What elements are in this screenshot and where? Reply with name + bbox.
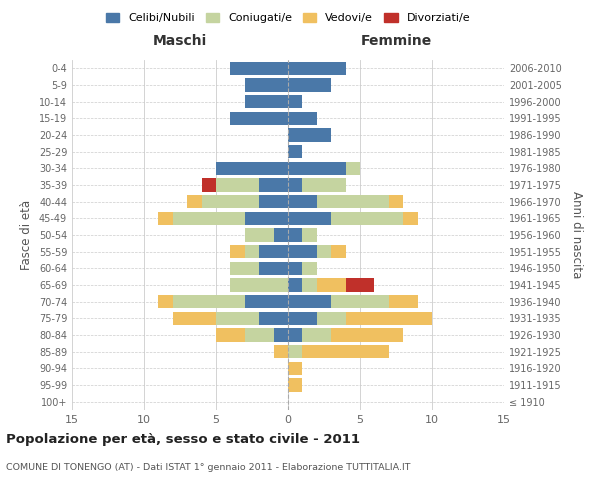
Bar (173, 312, 216, 325)
Bar (202, 178, 216, 192)
Bar (259, 245, 288, 258)
Bar (302, 328, 331, 342)
Text: Maschi: Maschi (0, 499, 1, 500)
Bar (288, 362, 302, 375)
Bar (274, 328, 288, 342)
Bar (288, 278, 302, 291)
Bar (259, 195, 288, 208)
Bar (302, 262, 317, 275)
Text: Maschi: Maschi (153, 34, 207, 48)
Bar (245, 295, 288, 308)
Bar (274, 345, 288, 358)
Bar (317, 245, 331, 258)
Legend: Celibi/Nubili, Coniugati/e, Vedovi/e, Divorziati/e: Celibi/Nubili, Coniugati/e, Vedovi/e, Di… (101, 8, 475, 28)
Bar (288, 62, 346, 75)
Bar (389, 195, 403, 208)
Bar (288, 95, 302, 108)
Bar (317, 278, 346, 291)
Bar (245, 228, 274, 241)
Bar (216, 312, 259, 325)
Bar (245, 78, 288, 92)
Bar (302, 278, 317, 291)
Bar (216, 178, 259, 192)
Bar (288, 262, 302, 275)
Bar (302, 345, 389, 358)
Bar (288, 345, 302, 358)
Bar (274, 228, 288, 241)
Bar (331, 212, 403, 225)
Bar (288, 212, 331, 225)
Bar (230, 245, 245, 258)
Bar (331, 328, 403, 342)
Bar (173, 212, 245, 225)
Bar (346, 162, 360, 175)
Bar (288, 162, 346, 175)
Bar (288, 195, 317, 208)
Bar (158, 212, 173, 225)
Bar (331, 295, 389, 308)
Bar (288, 245, 317, 258)
Bar (317, 195, 389, 208)
Bar (245, 245, 259, 258)
Bar (288, 128, 331, 141)
Bar (288, 178, 302, 192)
Bar (216, 328, 245, 342)
Bar (230, 278, 288, 291)
Bar (216, 162, 288, 175)
Bar (288, 295, 331, 308)
Bar (187, 195, 202, 208)
Bar (403, 212, 418, 225)
Bar (288, 145, 302, 158)
Bar (230, 112, 288, 125)
Bar (158, 295, 173, 308)
Bar (331, 245, 346, 258)
Bar (245, 212, 288, 225)
Bar (288, 378, 302, 392)
Bar (288, 328, 302, 342)
Y-axis label: Anni di nascita: Anni di nascita (569, 192, 583, 278)
Text: COMUNE DI TONENGO (AT) - Dati ISTAT 1° gennaio 2011 - Elaborazione TUTTITALIA.IT: COMUNE DI TONENGO (AT) - Dati ISTAT 1° g… (6, 462, 410, 471)
Y-axis label: Fasce di età: Fasce di età (20, 200, 33, 270)
Bar (288, 112, 317, 125)
Bar (346, 312, 432, 325)
Bar (259, 262, 288, 275)
Bar (302, 178, 346, 192)
Bar (230, 262, 259, 275)
Text: Femmine: Femmine (361, 34, 431, 48)
Bar (288, 312, 317, 325)
Bar (346, 278, 374, 291)
Bar (288, 78, 331, 92)
Bar (202, 195, 259, 208)
Bar (302, 228, 317, 241)
Text: Femmine: Femmine (0, 499, 1, 500)
Bar (245, 95, 288, 108)
Text: Popolazione per età, sesso e stato civile - 2011: Popolazione per età, sesso e stato civil… (6, 432, 360, 446)
Bar (259, 178, 288, 192)
Bar (245, 328, 274, 342)
Bar (389, 295, 418, 308)
Bar (230, 62, 288, 75)
Bar (288, 228, 302, 241)
Bar (317, 312, 346, 325)
Bar (173, 295, 245, 308)
Bar (259, 312, 288, 325)
